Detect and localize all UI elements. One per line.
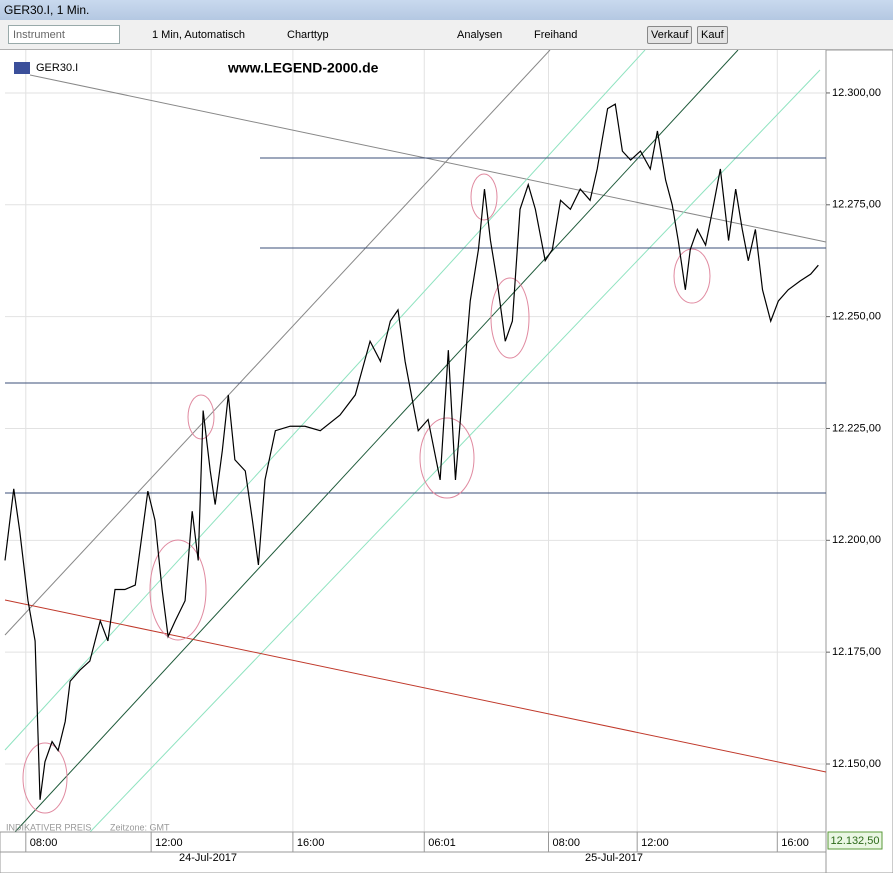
y-tick-label: 12.250,00 — [832, 311, 881, 323]
last-price-label: 12.132,50 — [831, 835, 880, 847]
highlight-ellipse — [470, 173, 498, 221]
trendline — [4, 50, 551, 636]
y-tick-label: 12.175,00 — [832, 646, 881, 658]
last-price-box — [827, 831, 883, 850]
instrument-icon — [14, 62, 30, 74]
trendline — [14, 50, 739, 833]
x-tick-label: 12:00 — [641, 837, 669, 849]
watermark: www.LEGEND-2000.de — [227, 60, 379, 76]
chart: GER30.I www.LEGEND-2000.de INDIKATIVER P… — [0, 50, 893, 873]
price-note: INDIKATIVER PREIS — [6, 822, 91, 832]
price-line — [4, 103, 819, 800]
grid — [5, 50, 826, 832]
highlight-ellipse — [490, 277, 530, 359]
freehand-dropdown[interactable]: Freihand — [534, 29, 578, 41]
toolbar: Instrument 1 Min, Automatisch Charttyp A… — [0, 20, 893, 50]
instrument-input[interactable]: Instrument — [8, 25, 120, 44]
x-tick-label: 16:00 — [781, 837, 809, 849]
annotations — [4, 50, 827, 833]
x-tick-label: 08:00 — [553, 837, 581, 849]
instrument-label[interactable]: GER30.I — [36, 62, 78, 74]
highlight-ellipse — [419, 417, 475, 499]
date-label: 25-Jul-2017 — [585, 852, 643, 864]
trendline — [4, 599, 827, 773]
timezone-note: Zeitzone: GMT — [110, 822, 170, 832]
highlight-ellipse — [149, 539, 207, 641]
highlight-ellipse — [187, 394, 215, 440]
trendline — [4, 50, 646, 751]
highlight-ellipse — [22, 742, 68, 814]
y-tick-label: 12.200,00 — [832, 534, 881, 546]
window-title: GER30.I, 1 Min. — [0, 0, 893, 20]
x-tick-label: 08:00 — [30, 837, 58, 849]
x-tick-label: 16:00 — [297, 837, 325, 849]
interval-dropdown[interactable]: 1 Min, Automatisch — [152, 29, 245, 41]
x-tick-label: 06:01 — [428, 837, 456, 849]
chart-type-dropdown[interactable]: Charttyp — [287, 29, 329, 41]
chart-background — [0, 50, 893, 873]
y-tick-label: 12.225,00 — [832, 422, 881, 434]
y-tick-label: 12.150,00 — [832, 758, 881, 770]
date-label: 24-Jul-2017 — [179, 852, 237, 864]
x-tick-label: 12:00 — [155, 837, 183, 849]
sell-button[interactable]: Verkauf — [647, 26, 693, 44]
trendline — [89, 69, 821, 833]
analyses-dropdown[interactable]: Analysen — [457, 29, 503, 41]
buy-button[interactable]: Kauf — [697, 26, 728, 44]
y-tick-label: 12.300,00 — [832, 87, 881, 99]
y-axis-panel — [825, 50, 893, 873]
highlight-ellipse — [673, 248, 711, 304]
y-tick-label: 12.275,00 — [832, 199, 881, 211]
